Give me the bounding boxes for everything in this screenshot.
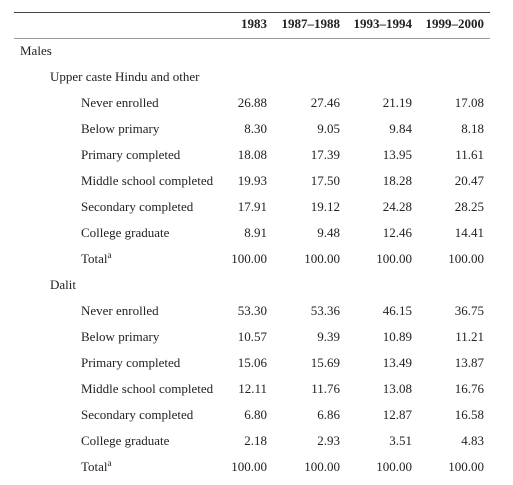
row-label: Middle school completed (81, 173, 214, 188)
cell-value: 13.95 (382, 147, 412, 162)
cell-value: 100.00 (448, 459, 484, 474)
header-rule (14, 38, 490, 39)
column-header: 1993–1994 (353, 16, 413, 31)
cell-value: 17.39 (310, 147, 340, 162)
row-label: Middle school completed (81, 381, 214, 396)
cell-value: 14.41 (454, 225, 484, 240)
cell-value: 28.25 (454, 199, 484, 214)
row-label: Totala (81, 250, 112, 267)
cell-value: 17.50 (310, 173, 340, 188)
cell-value: 46.15 (382, 303, 412, 318)
cell-value: 100.00 (376, 459, 412, 474)
row-label: College graduate (81, 433, 170, 448)
column-header: 1987–1988 (281, 16, 341, 31)
group-title: Upper caste Hindu and other (50, 69, 200, 84)
cell-value: 100.00 (448, 251, 484, 266)
cell-value: 8.91 (244, 225, 267, 240)
cell-value: 3.51 (389, 433, 412, 448)
row-label: Secondary completed (81, 407, 194, 422)
cell-value: 12.46 (382, 225, 412, 240)
cell-value: 21.19 (382, 95, 412, 110)
row-label: Never enrolled (81, 303, 159, 318)
cell-value: 20.47 (454, 173, 484, 188)
row-label: Primary completed (81, 147, 181, 162)
row-label: Never enrolled (81, 95, 159, 110)
column-header: 1983 (241, 16, 267, 31)
cell-value: 15.69 (310, 355, 340, 370)
cell-value: 6.86 (317, 407, 340, 422)
cell-value: 10.57 (237, 329, 267, 344)
cell-value: 2.18 (244, 433, 267, 448)
cell-value: 18.08 (237, 147, 267, 162)
cell-value: 100.00 (304, 459, 340, 474)
cell-value: 13.87 (454, 355, 484, 370)
cell-value: 4.83 (461, 433, 484, 448)
cell-value: 13.08 (382, 381, 412, 396)
row-label: College graduate (81, 225, 170, 240)
cell-value: 16.58 (454, 407, 484, 422)
cell-value: 8.18 (461, 121, 484, 136)
cell-value: 53.30 (237, 303, 267, 318)
cell-value: 12.87 (382, 407, 412, 422)
cell-value: 18.28 (382, 173, 412, 188)
cell-value: 27.46 (310, 95, 340, 110)
row-label: Secondary completed (81, 199, 194, 214)
cell-value: 6.80 (244, 407, 267, 422)
row-label: Below primary (81, 121, 160, 136)
top-rule (14, 12, 490, 13)
cell-value: 9.05 (317, 121, 340, 136)
group-title: Dalit (50, 277, 76, 292)
cell-value: 11.76 (311, 381, 340, 396)
cell-value: 17.91 (237, 199, 267, 214)
cell-value: 16.76 (454, 381, 484, 396)
row-label: Below primary (81, 329, 160, 344)
cell-value: 8.30 (244, 121, 267, 136)
cell-value: 9.39 (317, 329, 340, 344)
cell-value: 53.36 (310, 303, 340, 318)
cell-value: 15.06 (237, 355, 267, 370)
cell-value: 26.88 (237, 95, 267, 110)
cell-value: 17.08 (454, 95, 484, 110)
cell-value: 12.11 (238, 381, 267, 396)
cell-value: 24.28 (382, 199, 412, 214)
cell-value: 36.75 (454, 303, 484, 318)
cell-value: 11.61 (455, 147, 484, 162)
cell-value: 13.49 (382, 355, 412, 370)
cell-value: 2.93 (317, 433, 340, 448)
cell-value: 100.00 (304, 251, 340, 266)
cell-value: 100.00 (231, 251, 267, 266)
section-title: Males (20, 43, 52, 58)
footnote-mark: a (107, 250, 112, 260)
footnote-mark: a (107, 458, 112, 468)
row-label: Primary completed (81, 355, 181, 370)
cell-value: 100.00 (231, 459, 267, 474)
cell-value: 9.84 (389, 121, 412, 136)
cell-value: 10.89 (382, 329, 412, 344)
row-label: Totala (81, 458, 112, 475)
cell-value: 100.00 (376, 251, 412, 266)
cell-value: 19.93 (237, 173, 267, 188)
cell-value: 9.48 (317, 225, 340, 240)
cell-value: 19.12 (310, 199, 340, 214)
column-header: 1999–2000 (425, 16, 485, 31)
cell-value: 11.21 (455, 329, 484, 344)
